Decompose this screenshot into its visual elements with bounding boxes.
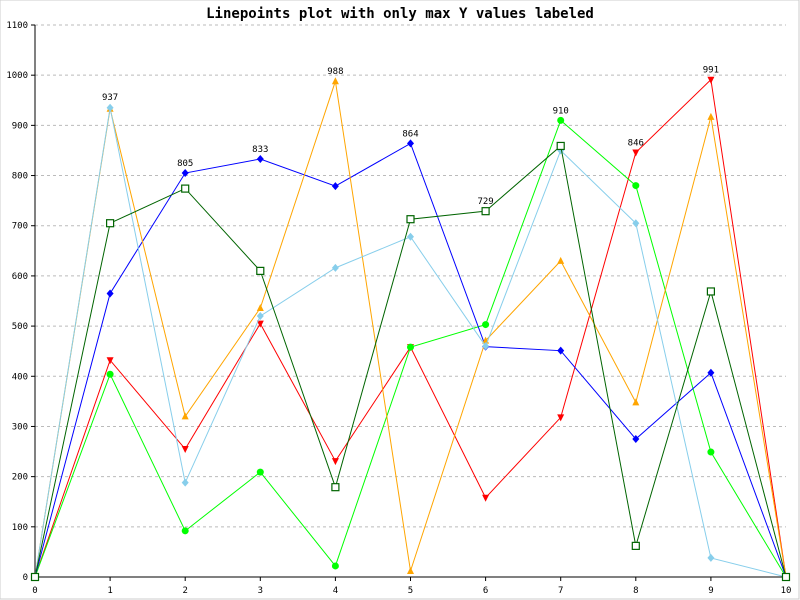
y-tick-label: 200 xyxy=(12,473,28,483)
chart-title: Linepoints plot with only max Y values l… xyxy=(206,6,594,22)
max-value-label: 846 xyxy=(628,138,644,148)
data-point xyxy=(105,219,115,228)
y-tick-label: 1000 xyxy=(6,71,28,81)
x-tick-label: 8 xyxy=(633,586,638,596)
series-layer xyxy=(30,76,791,582)
y-tick-label: 100 xyxy=(12,523,28,533)
max-label-layer: 937 805 833 988 864 729 910 846 991 xyxy=(102,66,719,207)
x-tick-label: 5 xyxy=(408,586,413,596)
data-point xyxy=(106,103,114,112)
data-point xyxy=(256,304,264,312)
max-value-label: 910 xyxy=(553,106,569,116)
data-point xyxy=(781,572,791,582)
data-point xyxy=(181,412,189,420)
y-tick-label: 0 xyxy=(23,573,28,583)
y-tick-label: 700 xyxy=(12,222,28,232)
data-point xyxy=(407,566,414,574)
data-point xyxy=(632,398,640,406)
data-point xyxy=(256,312,264,321)
data-point xyxy=(256,154,264,163)
x-tick-label: 1 xyxy=(107,586,112,596)
data-point xyxy=(482,342,490,351)
data-point xyxy=(707,76,715,84)
data-point xyxy=(181,446,189,454)
data-point xyxy=(256,320,264,328)
data-point xyxy=(181,478,189,487)
max-value-label: 864 xyxy=(402,129,418,139)
data-point xyxy=(632,182,640,190)
y-tick-label: 1100 xyxy=(6,21,28,31)
data-point xyxy=(406,215,415,224)
data-point xyxy=(331,458,339,466)
data-point xyxy=(331,182,339,191)
data-point xyxy=(707,448,715,456)
data-point xyxy=(407,343,414,351)
data-point xyxy=(331,483,340,492)
max-value-label: 833 xyxy=(252,145,268,155)
data-point xyxy=(557,414,565,422)
y-tick-label: 400 xyxy=(12,372,28,382)
y-tick-label: 500 xyxy=(12,322,28,332)
data-point xyxy=(106,289,114,298)
max-value-label: 729 xyxy=(477,197,493,207)
x-tick-label: 10 xyxy=(781,586,792,596)
data-point xyxy=(632,435,640,443)
max-value-label: 991 xyxy=(703,66,719,76)
data-point xyxy=(481,207,490,216)
x-tick-label: 9 xyxy=(708,586,713,596)
data-point xyxy=(707,368,715,377)
data-point xyxy=(407,232,414,241)
x-tick-label: 4 xyxy=(333,586,338,596)
max-value-label: 937 xyxy=(102,93,118,103)
y-tick-label: 300 xyxy=(12,422,28,432)
data-point xyxy=(482,494,490,502)
data-point xyxy=(256,468,264,476)
data-point xyxy=(331,562,339,570)
data-point xyxy=(181,184,190,193)
x-tick-label: 3 xyxy=(258,586,263,596)
data-point xyxy=(632,149,640,157)
data-point xyxy=(30,572,40,582)
data-point xyxy=(181,169,189,178)
data-point xyxy=(706,287,716,296)
data-point xyxy=(331,77,339,85)
data-point xyxy=(106,357,114,365)
y-tick-label: 800 xyxy=(12,172,28,182)
data-point xyxy=(256,266,265,275)
x-tick-label: 6 xyxy=(483,586,488,596)
data-point xyxy=(557,256,565,264)
data-point xyxy=(557,346,565,355)
data-point xyxy=(556,141,565,151)
data-point xyxy=(106,370,114,378)
series-group xyxy=(30,141,791,582)
axis-layer: 0 100 200 300 400 500 600 700 800 900 1000 1100 0 1 2 3… xyxy=(6,21,791,596)
max-value-label: 988 xyxy=(327,67,343,77)
y-tick-label: 900 xyxy=(12,121,28,131)
data-point xyxy=(557,116,565,124)
data-point xyxy=(407,139,414,148)
data-point xyxy=(181,527,189,535)
max-value-label: 805 xyxy=(177,159,193,169)
x-tick-label: 2 xyxy=(182,586,187,596)
x-tick-label: 0 xyxy=(32,586,37,596)
data-point xyxy=(631,541,640,550)
x-tick-label: 7 xyxy=(558,586,563,596)
data-point xyxy=(707,553,715,562)
data-point xyxy=(632,219,640,228)
y-tick-label: 600 xyxy=(12,272,28,282)
data-point xyxy=(482,321,490,329)
data-point xyxy=(707,112,715,120)
data-point xyxy=(331,263,339,272)
